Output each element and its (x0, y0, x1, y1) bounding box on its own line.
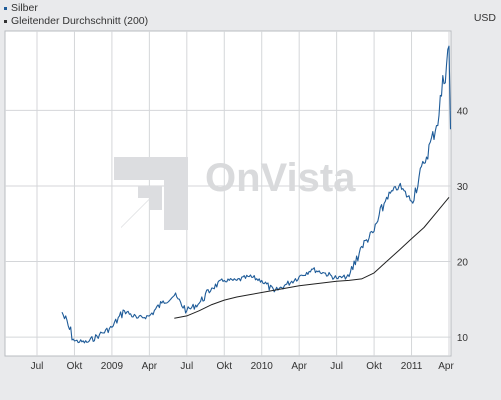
legend-item-silber: Silber (4, 2, 148, 15)
x-tick-label: Okt (366, 361, 382, 372)
unit-label: USD (473, 12, 496, 24)
series-line-moving-average (174, 196, 450, 319)
x-tick-label: Apr (438, 361, 454, 372)
watermark-logo-icon (114, 157, 188, 230)
x-tick-label: Jul (330, 361, 343, 372)
x-tick-label: Jul (31, 361, 44, 372)
series-layer (61, 45, 452, 344)
y-tick-label: 10 (457, 333, 469, 344)
plot-background (4, 30, 452, 357)
x-tick-label: Okt (216, 361, 232, 372)
x-tick-label: Apr (291, 361, 307, 372)
x-axis: Jul Okt 2009 Apr Jul Okt 2010 Apr Jul Okt 2011 Apr (31, 361, 455, 372)
watermark-arrow-icon (121, 186, 162, 228)
x-tick-label: Apr (142, 361, 158, 372)
series-line-silber (61, 45, 452, 344)
x-tick-label: Okt (67, 361, 83, 372)
y-tick-label: 30 (457, 182, 469, 193)
legend: Silber Gleitender Durchschnitt (200) (4, 2, 148, 28)
x-tick-label: Jul (180, 361, 193, 372)
x-tick-label: 2009 (101, 361, 124, 372)
x-tick-label: 2010 (251, 361, 274, 372)
y-tick-label: 40 (457, 106, 469, 117)
legend-swatch-moving-average (4, 20, 7, 23)
legend-swatch-silber (4, 7, 7, 10)
y-axis: 10 20 30 40 (457, 106, 469, 344)
legend-label-moving-average: Gleitender Durchschnitt (200) (11, 15, 149, 27)
legend-label-silber: Silber (11, 2, 38, 14)
watermark-text: OnVista (205, 156, 356, 200)
x-tick-label: 2011 (401, 361, 423, 372)
y-tick-label: 20 (457, 258, 469, 269)
watermark: OnVista (114, 156, 356, 230)
legend-item-moving-average: Gleitender Durchschnitt (200) (4, 15, 148, 28)
